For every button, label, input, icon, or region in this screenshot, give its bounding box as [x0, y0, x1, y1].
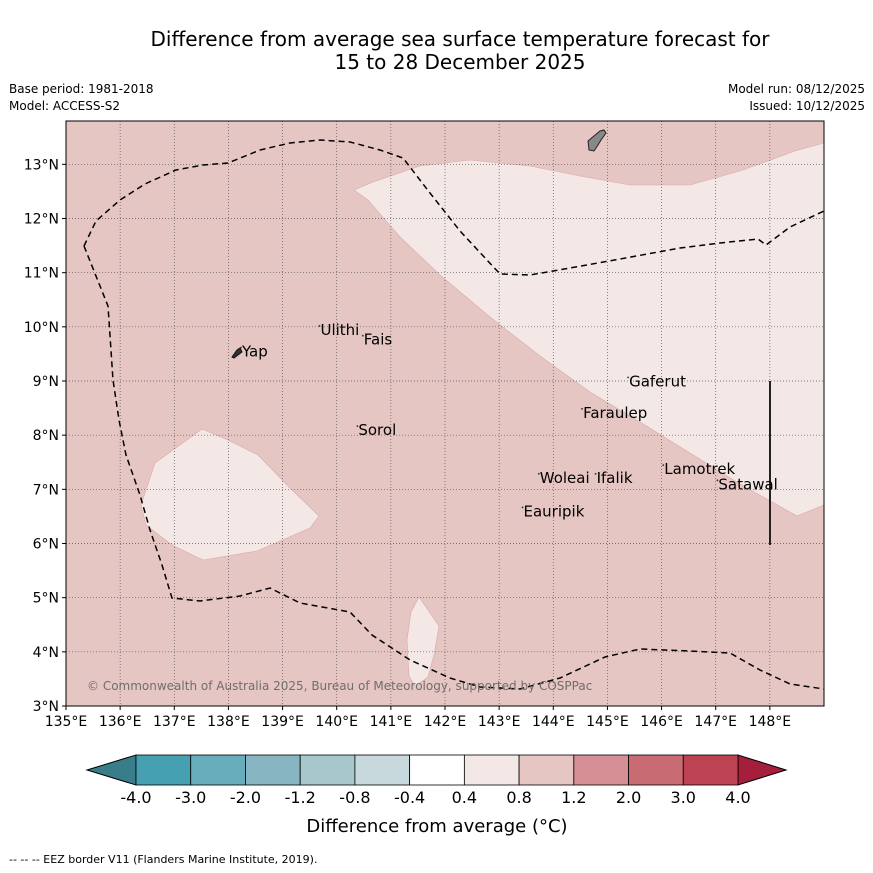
colorbar-tick-label: 1.2	[561, 788, 586, 807]
near-zero-anomaly-patch-west	[140, 428, 320, 561]
place-marker	[716, 479, 719, 482]
issued-date: Issued: 10/12/2025	[749, 99, 865, 113]
map-area: Ulithi Fais Yap Gaferut Faraulep Sorol Lamotre…	[66, 121, 824, 706]
colorbar-tick-label: -0.8	[339, 788, 370, 807]
place-label: Gaferut	[629, 372, 686, 390]
place-marker	[521, 506, 524, 509]
place-label: Woleai	[540, 469, 590, 487]
x-tick-label: 139°E	[261, 714, 304, 730]
colorbar-tick-label: 0.4	[452, 788, 477, 807]
x-tick-label: 135°E	[45, 714, 88, 730]
x-tick-label: 148°E	[749, 714, 792, 730]
x-tick-label: 136°E	[99, 714, 142, 730]
place-marker	[662, 464, 665, 467]
y-tick-label: 4°N	[33, 645, 59, 661]
colorbar-segment	[354, 754, 411, 786]
colorbar-segment	[573, 754, 629, 786]
colorbar-tick-label: -4.0	[120, 788, 151, 807]
colorbar-segment	[628, 754, 684, 786]
colorbar-tick-label: 2.0	[616, 788, 641, 807]
latitude-ticks: 3°N 4°N 5°N 6°N 7°N 8°N 9°N 10°N 11°N 12°N 13°N	[24, 157, 66, 715]
model-name: Model: ACCESS-S2	[9, 99, 121, 113]
colorbar-tick-label: 3.0	[671, 788, 696, 807]
eez-border-north	[83, 139, 824, 276]
place-marker	[361, 334, 364, 337]
x-tick-label: 143°E	[478, 714, 521, 730]
y-tick-label: 8°N	[33, 428, 59, 444]
place-label: Lamotrek	[664, 460, 735, 478]
place-label: Satawal	[718, 475, 777, 493]
place-marker	[581, 407, 583, 410]
colorbar-ticks: -4.0 -3.0 -2.0 -1.2 -0.8 -0.4 0.4 0.8 1.2 2.0 3.0 4…	[120, 788, 750, 807]
colorbar-tick-label: 0.8	[506, 788, 531, 807]
colorbar-segment	[190, 754, 246, 786]
place-marker	[318, 325, 321, 327]
colorbar-tick-label: -3.0	[175, 788, 206, 807]
eez-border-south	[83, 245, 824, 690]
place-label: Faraulep	[583, 404, 647, 422]
colorbar-label: Difference from average (°C)	[306, 816, 567, 837]
place-marker	[594, 472, 597, 475]
y-tick-label: 7°N	[33, 482, 59, 498]
map-gridlines	[66, 121, 824, 706]
longitude-ticks: 135°E 136°E 137°E 138°E 139°E 140°E 141°E 142°E…	[45, 706, 791, 730]
colorbar: -4.0 -3.0 -2.0 -1.2 -0.8 -0.4 0.4 0.8 1.2 2.0 3.0 4…	[85, 754, 788, 837]
y-tick-label: 6°N	[33, 537, 59, 553]
place-label: Yap	[241, 343, 268, 361]
place-labels: Ulithi Fais Yap Gaferut Faraulep Sorol Lamotre…	[240, 321, 778, 520]
near-zero-anomaly-patch-south	[406, 596, 440, 687]
meta-right: Model run: 08/12/2025 Issued: 10/12/2025	[728, 81, 865, 115]
base-period: Base period: 1981-2018	[9, 82, 154, 96]
colorbar-tick-label: 4.0	[725, 788, 750, 807]
model-run: Model run: 08/12/2025	[727, 82, 865, 96]
place-marker	[240, 346, 242, 349]
colorbar-tick-label: -2.0	[230, 788, 261, 807]
colorbar-segment	[299, 754, 356, 786]
copyright-text: © Commonwealth of Australia 2025, Bureau…	[87, 679, 592, 693]
map-title: Difference from average sea surface temp…	[0, 28, 873, 74]
meta-left: Base period: 1981-2018 Model: ACCESS-S2	[9, 81, 154, 115]
place-marker	[356, 425, 359, 428]
y-tick-label: 12°N	[24, 212, 59, 228]
colorbar-tick-label: -1.2	[285, 788, 316, 807]
y-tick-label: 11°N	[24, 266, 59, 282]
x-tick-label: 141°E	[370, 714, 413, 730]
place-marker	[627, 376, 629, 379]
x-tick-label: 146°E	[640, 714, 683, 730]
place-marker	[537, 472, 540, 475]
place-label: Ifalik	[597, 469, 633, 487]
colorbar-under-arrow	[85, 754, 137, 786]
guam-island	[587, 129, 607, 152]
y-tick-label: 5°N	[33, 591, 59, 607]
colorbar-segment	[135, 754, 192, 786]
y-tick-label: 13°N	[24, 157, 59, 173]
colorbar-tick-label: -0.4	[394, 788, 425, 807]
y-tick-label: 9°N	[33, 374, 59, 390]
y-tick-label: 3°N	[33, 699, 59, 715]
title-line-2: 15 to 28 December 2025	[334, 50, 586, 74]
colorbar-over-arrow	[737, 754, 788, 786]
footer-note: -- -- -- EEZ border V11 (Flanders Marine…	[9, 853, 318, 866]
colorbar-segment	[409, 754, 465, 786]
x-tick-label: 138°E	[207, 714, 250, 730]
title-line-1: Difference from average sea surface temp…	[150, 27, 770, 51]
place-label: Eauripik	[524, 502, 585, 520]
colorbar-segment	[518, 754, 575, 786]
yap-island	[231, 347, 243, 359]
y-tick-label: 10°N	[24, 320, 59, 336]
place-label: Sorol	[358, 421, 396, 439]
colorbar-segment	[463, 754, 520, 786]
x-tick-label: 147°E	[694, 714, 737, 730]
colorbar-segment	[682, 754, 739, 786]
x-tick-label: 145°E	[586, 714, 629, 730]
x-tick-label: 140°E	[315, 714, 358, 730]
place-label: Ulithi	[320, 321, 359, 339]
place-label: Fais	[364, 331, 393, 349]
colorbar-segment	[245, 754, 301, 786]
colorbar-segments	[135, 754, 739, 786]
x-tick-label: 144°E	[532, 714, 575, 730]
x-tick-label: 137°E	[153, 714, 196, 730]
x-tick-label: 142°E	[424, 714, 467, 730]
